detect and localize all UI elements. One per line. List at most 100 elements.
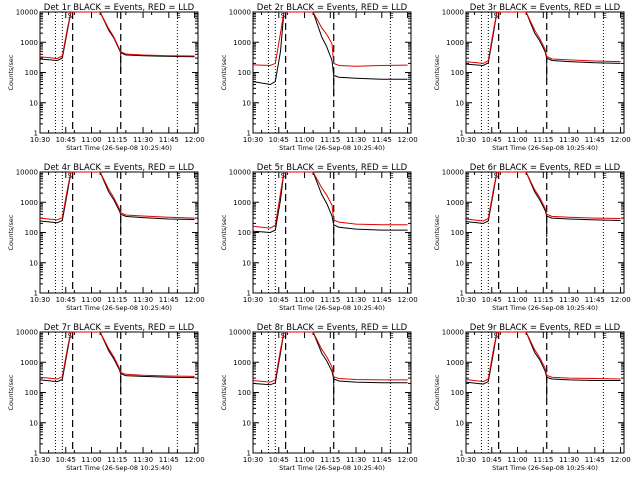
end-marker: E <box>602 172 606 180</box>
x-tick-label: 11:00 <box>294 136 314 144</box>
y-tick-label: 1 <box>247 290 251 298</box>
series-lld-line <box>252 171 408 229</box>
x-tick-label: 12:00 <box>397 456 417 464</box>
y-axis-label: Counts/sec <box>7 54 15 90</box>
end-marker: E <box>602 12 606 20</box>
chart-title: Det 7r BLACK = Events, RED = LLD <box>44 323 195 333</box>
y-tick-label: 100 <box>25 389 38 397</box>
x-tick-label: 11:00 <box>294 456 314 464</box>
y-tick-label: 10 <box>29 259 38 267</box>
y-tick-label: 10000 <box>229 169 251 177</box>
x-tick-label: 12:00 <box>397 296 417 304</box>
y-tick-label: 100 <box>451 69 464 77</box>
x-tick-label: 11:15 <box>107 296 127 304</box>
series-events-line <box>39 171 195 224</box>
y-axis-label: Counts/sec <box>220 54 228 90</box>
x-tick-label: 11:00 <box>294 296 314 304</box>
y-tick-label: 1000 <box>446 359 464 367</box>
plot-frame <box>465 331 625 454</box>
plot-frame <box>252 171 412 294</box>
x-tick-label: 11:30 <box>559 136 579 144</box>
panel-det-9: Det 9r BLACK = Events, RED = LLD 1 10 100 10… <box>433 323 631 472</box>
x-tick-label: 10:45 <box>269 296 289 304</box>
x-tick-label: 11:00 <box>507 136 527 144</box>
x-tick-label: 11:15 <box>533 296 553 304</box>
y-tick-label: 10 <box>455 419 464 427</box>
plot-frame <box>39 171 199 294</box>
y-tick-label: 1 <box>247 450 251 458</box>
y-tick-label: 1 <box>34 290 38 298</box>
x-tick-label: 11:30 <box>346 136 366 144</box>
x-tick-label: 11:45 <box>585 136 605 144</box>
y-tick-label: 1 <box>34 450 38 458</box>
y-axis-label: Counts/sec <box>433 54 441 90</box>
series-lld-line <box>39 171 195 221</box>
y-tick-label: 1000 <box>233 359 251 367</box>
x-tick-label: 10:45 <box>482 136 502 144</box>
x-tick-label: 12:00 <box>397 136 417 144</box>
x-tick-label: 11:15 <box>533 136 553 144</box>
y-tick-label: 1 <box>460 450 464 458</box>
x-tick-label: 12:00 <box>610 456 630 464</box>
x-tick-label: 10:30 <box>456 296 476 304</box>
x-tick-label: 11:00 <box>81 296 101 304</box>
x-tick-label: 10:30 <box>456 456 476 464</box>
x-tick-label: 11:30 <box>346 296 366 304</box>
x-axis-label: Start Time (26-Sep-08 10:25:40) <box>66 464 172 472</box>
x-tick-label: 11:00 <box>507 296 527 304</box>
plot-frame <box>465 171 625 294</box>
chart-title: Det 5r BLACK = Events, RED = LLD <box>257 163 408 173</box>
y-axis-label: Counts/sec <box>7 214 15 250</box>
y-tick-label: 10000 <box>16 169 38 177</box>
end-marker: E <box>389 12 393 20</box>
y-tick-label: 1 <box>460 290 464 298</box>
x-axis-label: Start Time (26-Sep-08 10:25:40) <box>279 144 385 152</box>
chart-title: Det 3r BLACK = Events, RED = LLD <box>470 3 621 13</box>
y-tick-label: 1000 <box>233 39 251 47</box>
y-axis-label: Counts/sec <box>433 214 441 250</box>
x-tick-label: 10:45 <box>269 136 289 144</box>
x-tick-label: 11:15 <box>320 136 340 144</box>
y-axis-label: Counts/sec <box>7 374 15 410</box>
panel-det-2: Det 2r BLACK = Events, RED = LLD 1 10 100 10… <box>220 3 418 152</box>
series-lld-line <box>252 331 408 383</box>
series-lld-line <box>465 171 621 222</box>
series-lld-line <box>39 331 195 380</box>
x-tick-label: 11:30 <box>559 296 579 304</box>
x-tick-label: 11:45 <box>585 296 605 304</box>
x-tick-label: 10:45 <box>269 456 289 464</box>
y-tick-label: 10 <box>455 259 464 267</box>
chart-title: Det 9r BLACK = Events, RED = LLD <box>470 323 621 333</box>
x-tick-label: 10:30 <box>243 296 263 304</box>
series-events-line <box>252 171 408 234</box>
end-marker: E <box>389 332 393 340</box>
y-tick-label: 100 <box>25 69 38 77</box>
x-tick-label: 11:45 <box>372 136 392 144</box>
x-tick-label: 11:15 <box>320 456 340 464</box>
y-tick-label: 1000 <box>20 39 38 47</box>
y-tick-label: 1000 <box>446 39 464 47</box>
x-tick-label: 10:45 <box>482 456 502 464</box>
x-axis-label: Start Time (26-Sep-08 10:25:40) <box>279 464 385 472</box>
y-tick-label: 10 <box>242 419 251 427</box>
x-tick-label: 11:00 <box>81 456 101 464</box>
chart-title: Det 8r BLACK = Events, RED = LLD <box>257 323 408 333</box>
end-marker: E <box>602 332 606 340</box>
x-tick-label: 10:30 <box>30 456 50 464</box>
panel-det-1: Det 1r BLACK = Events, RED = LLD 1 10 100 10… <box>7 3 205 152</box>
x-tick-label: 12:00 <box>610 136 630 144</box>
x-axis-label: Start Time (26-Sep-08 10:25:40) <box>492 464 598 472</box>
x-tick-label: 10:30 <box>243 456 263 464</box>
plot-frame <box>252 331 412 454</box>
y-tick-label: 100 <box>451 229 464 237</box>
plot-frame <box>39 11 199 134</box>
chart-title: Det 4r BLACK = Events, RED = LLD <box>44 163 195 173</box>
x-tick-label: 11:45 <box>159 136 179 144</box>
x-axis-label: Start Time (26-Sep-08 10:25:40) <box>492 144 598 152</box>
x-tick-label: 10:45 <box>56 136 76 144</box>
panel-det-4: Det 4r BLACK = Events, RED = LLD 1 10 100 10… <box>7 163 205 312</box>
x-tick-label: 11:30 <box>346 456 366 464</box>
x-tick-label: 11:00 <box>81 136 101 144</box>
series-lld-line <box>252 11 408 67</box>
